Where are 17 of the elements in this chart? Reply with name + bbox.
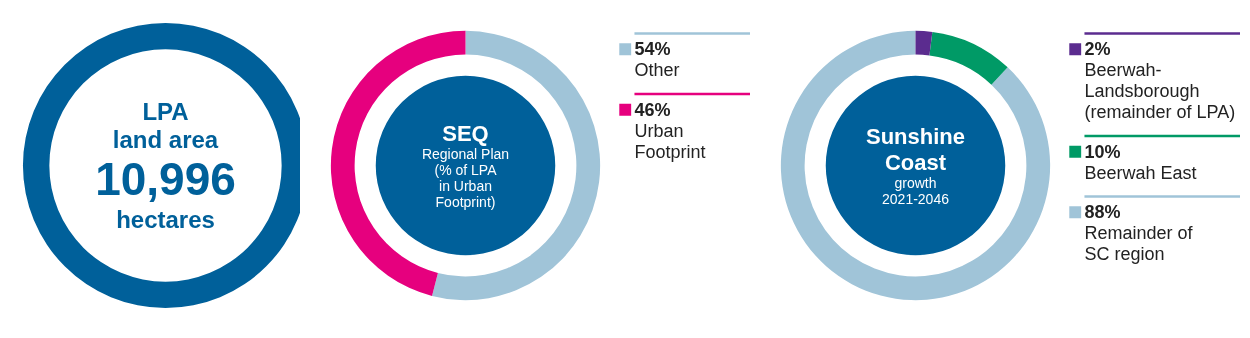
text: hectares	[116, 206, 215, 234]
legend-label: Beerwah- Landsborough (remainder of LPA)	[1084, 60, 1236, 123]
legend-label: Other	[634, 60, 680, 81]
text: growth 2021-2046	[882, 174, 950, 207]
text: Sunshine Coast	[865, 124, 966, 175]
legend-label: Remainder of SC region	[1084, 223, 1194, 265]
data-label: 2%	[1084, 39, 1111, 60]
legend-label: Beerwah East	[1084, 162, 1197, 183]
data-label: 46%	[634, 99, 671, 120]
data-label: 88%	[1084, 202, 1121, 223]
data-label: 10%	[1084, 141, 1121, 162]
text: SEQ	[442, 120, 489, 146]
text: LPA land area	[112, 97, 219, 153]
legend-label: Urban Footprint	[634, 120, 706, 162]
text: Regional Plan (% of LPA in Urban Footprint)	[421, 146, 510, 211]
text: 10,996	[95, 153, 236, 206]
data-label: 54%	[634, 39, 671, 60]
